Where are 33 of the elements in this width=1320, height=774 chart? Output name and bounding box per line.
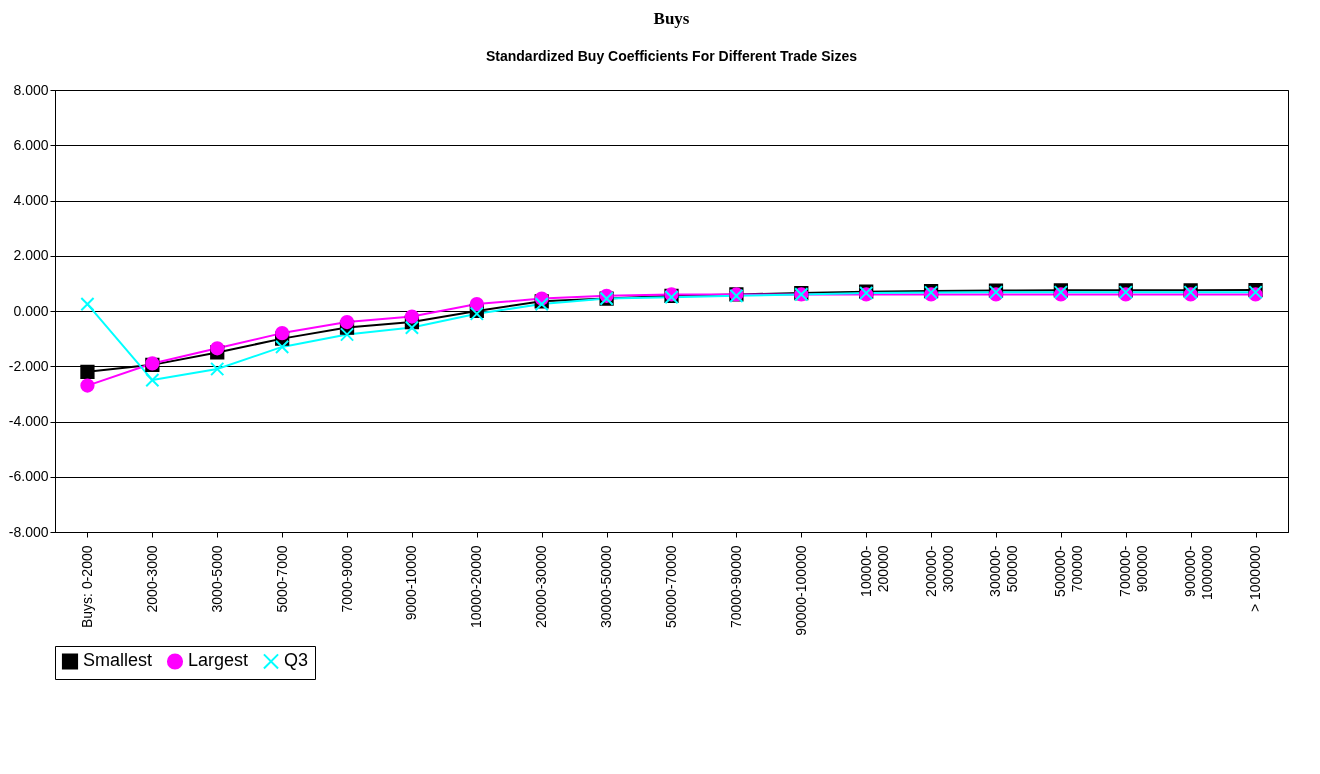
x-tick-label: 70000-90000 [727,545,744,629]
x-tick-label: 100000- 200000 [857,545,891,597]
x-tick-label: 500000- 700000 [1052,545,1086,597]
x-tick-label: 5000-7000 [273,545,290,613]
x-tick-label: 90000-100000 [792,545,809,636]
y-tick-label: -4.000 [8,413,49,429]
x-tick-label: 50000-70000 [663,545,679,629]
legend-label: Q3 [284,650,309,671]
legend-label: Smallest [83,650,153,671]
x-tick-label: 30000-50000 [598,545,615,629]
x-tick-label: 7000-9000 [338,545,355,613]
x-tick-label: 900000- 1000000 [1182,545,1216,601]
x-tick-label: 700000- 900000 [1117,545,1151,597]
x-tick-label: 3000-5000 [208,545,225,613]
x-tick-label: 300000- 500000 [987,545,1021,597]
x-tick-label: 2000-3000 [143,545,160,613]
y-tick-label: -6.000 [8,468,49,485]
y-tick-label: 0.000 [13,302,49,319]
y-tick-label: 8.000 [13,81,49,98]
chart-title: Buys [653,9,690,28]
x-tick-label: 200000- 300000 [922,545,956,597]
x-tick-label: Buys: 0-2000 [78,545,95,628]
chart-subtitle: Standardized Buy Coefficients For Different Trade Sizes [485,48,858,64]
x-tick-label: 10000-20000 [468,545,485,629]
y-tick-label: 6.000 [13,136,49,153]
x-tick-label: 20000-30000 [533,545,550,629]
y-tick-label: -8.000 [8,523,49,540]
y-tick-label: -2.000 [8,357,49,374]
y-tick-label: 2.000 [13,247,49,264]
x-tick-label: 9000-10000 [403,545,420,621]
y-tick-label: 4.000 [13,192,49,208]
legend-label: Largest [188,650,249,671]
x-tick-label: > 1000000 [1247,545,1264,613]
